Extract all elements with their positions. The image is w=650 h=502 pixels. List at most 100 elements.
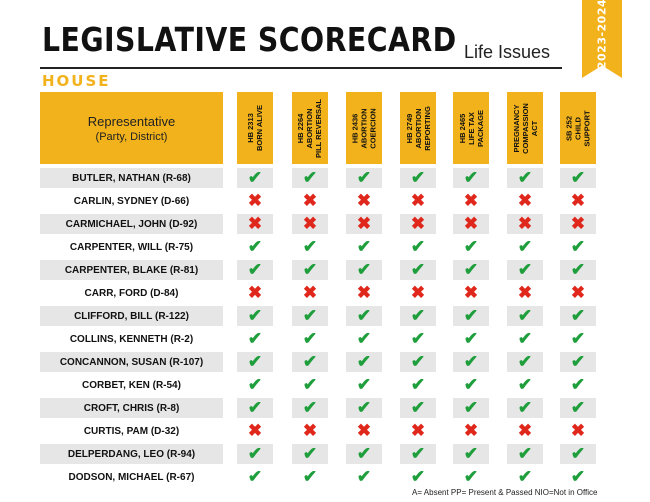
- check-icon: ✔: [237, 467, 273, 487]
- representative-name: CURTIS, PAM (D-32): [40, 421, 223, 441]
- check-icon: ✔: [237, 168, 273, 188]
- table-row: CARPENTER, WILL (R-75) ✔ ✔ ✔ ✔ ✔ ✔ ✔: [40, 237, 600, 257]
- representative-name: CARR, FORD (D-84): [40, 283, 223, 303]
- representative-name: BUTLER, NATHAN (R-68): [40, 168, 223, 188]
- check-icon: ✔: [453, 168, 489, 188]
- check-icon: ✔: [453, 237, 489, 257]
- x-icon: ✖: [507, 421, 543, 441]
- check-icon: ✔: [453, 398, 489, 418]
- x-icon: ✖: [453, 191, 489, 211]
- x-icon: ✖: [400, 421, 436, 441]
- check-icon: ✔: [507, 168, 543, 188]
- representative-name: CONCANNON, SUSAN (R-107): [40, 352, 223, 372]
- section-label: HOUSE: [42, 72, 111, 90]
- x-icon: ✖: [292, 191, 328, 211]
- title-divider: [40, 67, 562, 69]
- x-icon: ✖: [346, 214, 382, 234]
- check-icon: ✔: [346, 329, 382, 349]
- check-icon: ✔: [346, 444, 382, 464]
- x-icon: ✖: [237, 421, 273, 441]
- check-icon: ✔: [400, 398, 436, 418]
- bill-column-header: PREGNANCY COMPASSION ACT: [507, 92, 543, 164]
- check-icon: ✔: [507, 237, 543, 257]
- check-icon: ✔: [507, 260, 543, 280]
- x-icon: ✖: [292, 283, 328, 303]
- check-icon: ✔: [560, 375, 596, 395]
- table-row: CROFT, CHRIS (R-8) ✔ ✔ ✔ ✔ ✔ ✔ ✔: [40, 398, 600, 418]
- bill-column-header: SB 252 CHILD SUPPORT: [560, 92, 596, 164]
- check-icon: ✔: [453, 260, 489, 280]
- check-icon: ✔: [560, 306, 596, 326]
- check-icon: ✔: [400, 260, 436, 280]
- check-icon: ✔: [453, 375, 489, 395]
- check-icon: ✔: [560, 260, 596, 280]
- check-icon: ✔: [292, 260, 328, 280]
- legend-footnote: A= Absent PP= Present & Passed NIO=Not i…: [412, 488, 598, 497]
- representative-name: DELPERDANG, LEO (R-94): [40, 444, 223, 464]
- x-icon: ✖: [453, 283, 489, 303]
- x-icon: ✖: [507, 214, 543, 234]
- x-icon: ✖: [560, 421, 596, 441]
- representative-name: DODSON, MICHAEL (R-67): [40, 467, 223, 487]
- x-icon: ✖: [507, 191, 543, 211]
- representative-header-label: Representative: [87, 113, 176, 129]
- check-icon: ✔: [453, 467, 489, 487]
- check-icon: ✔: [453, 306, 489, 326]
- x-icon: ✖: [237, 214, 273, 234]
- check-icon: ✔: [237, 237, 273, 257]
- check-icon: ✔: [560, 168, 596, 188]
- x-icon: ✖: [292, 214, 328, 234]
- table-row: BUTLER, NATHAN (R-68) ✔ ✔ ✔ ✔ ✔ ✔ ✔: [40, 168, 600, 188]
- representative-name: COLLINS, KENNETH (R-2): [40, 329, 223, 349]
- check-icon: ✔: [400, 375, 436, 395]
- year-ribbon-label: 2023-2024: [595, 0, 609, 70]
- table-row: CARLIN, SYDNEY (D-66) ✖ ✖ ✖ ✖ ✖ ✖ ✖: [40, 191, 600, 211]
- check-icon: ✔: [400, 168, 436, 188]
- bill-column-header: HB 2313 BORN ALIVE: [237, 92, 273, 164]
- check-icon: ✔: [237, 398, 273, 418]
- check-icon: ✔: [292, 237, 328, 257]
- bill-header-label: PREGNANCY COMPASSION ACT: [511, 102, 539, 154]
- representative-name: CROFT, CHRIS (R-8): [40, 398, 223, 418]
- year-ribbon: 2023-2024: [582, 0, 622, 78]
- table-row: COLLINS, KENNETH (R-2) ✔ ✔ ✔ ✔ ✔ ✔ ✔: [40, 329, 600, 349]
- check-icon: ✔: [237, 375, 273, 395]
- check-icon: ✔: [346, 467, 382, 487]
- check-icon: ✔: [400, 444, 436, 464]
- x-icon: ✖: [346, 191, 382, 211]
- check-icon: ✔: [292, 467, 328, 487]
- bill-header-label: HB 2465 LIFE TAX PACKAGE: [457, 109, 485, 147]
- check-icon: ✔: [346, 168, 382, 188]
- check-icon: ✔: [400, 306, 436, 326]
- check-icon: ✔: [237, 260, 273, 280]
- representative-name: CARLIN, SYDNEY (D-66): [40, 191, 223, 211]
- check-icon: ✔: [292, 375, 328, 395]
- check-icon: ✔: [346, 306, 382, 326]
- x-icon: ✖: [292, 421, 328, 441]
- representative-name: CLIFFORD, BILL (R-122): [40, 306, 223, 326]
- table-row: DELPERDANG, LEO (R-94) ✔ ✔ ✔ ✔ ✔ ✔ ✔: [40, 444, 600, 464]
- x-icon: ✖: [346, 283, 382, 303]
- bill-header-label: HB 2264 ABORTION PILL REVERSAL: [296, 98, 324, 158]
- check-icon: ✔: [507, 329, 543, 349]
- check-icon: ✔: [453, 444, 489, 464]
- check-icon: ✔: [346, 260, 382, 280]
- representative-name: CORBET, KEN (R-54): [40, 375, 223, 395]
- representative-name: CARMICHAEL, JOHN (D-92): [40, 214, 223, 234]
- table-row: CARR, FORD (D-84) ✖ ✖ ✖ ✖ ✖ ✖ ✖: [40, 283, 600, 303]
- check-icon: ✔: [507, 352, 543, 372]
- check-icon: ✔: [560, 352, 596, 372]
- check-icon: ✔: [507, 398, 543, 418]
- x-icon: ✖: [560, 214, 596, 234]
- representative-header-sublabel: (Party, District): [95, 130, 168, 143]
- check-icon: ✔: [453, 352, 489, 372]
- bill-header-label: HB 2749 ABORTION REPORTING: [404, 105, 432, 151]
- x-icon: ✖: [453, 421, 489, 441]
- representative-name: CARPENTER, WILL (R-75): [40, 237, 223, 257]
- check-icon: ✔: [400, 352, 436, 372]
- table-row: CLIFFORD, BILL (R-122) ✔ ✔ ✔ ✔ ✔ ✔ ✔: [40, 306, 600, 326]
- check-icon: ✔: [507, 467, 543, 487]
- check-icon: ✔: [453, 329, 489, 349]
- check-icon: ✔: [560, 444, 596, 464]
- check-icon: ✔: [346, 375, 382, 395]
